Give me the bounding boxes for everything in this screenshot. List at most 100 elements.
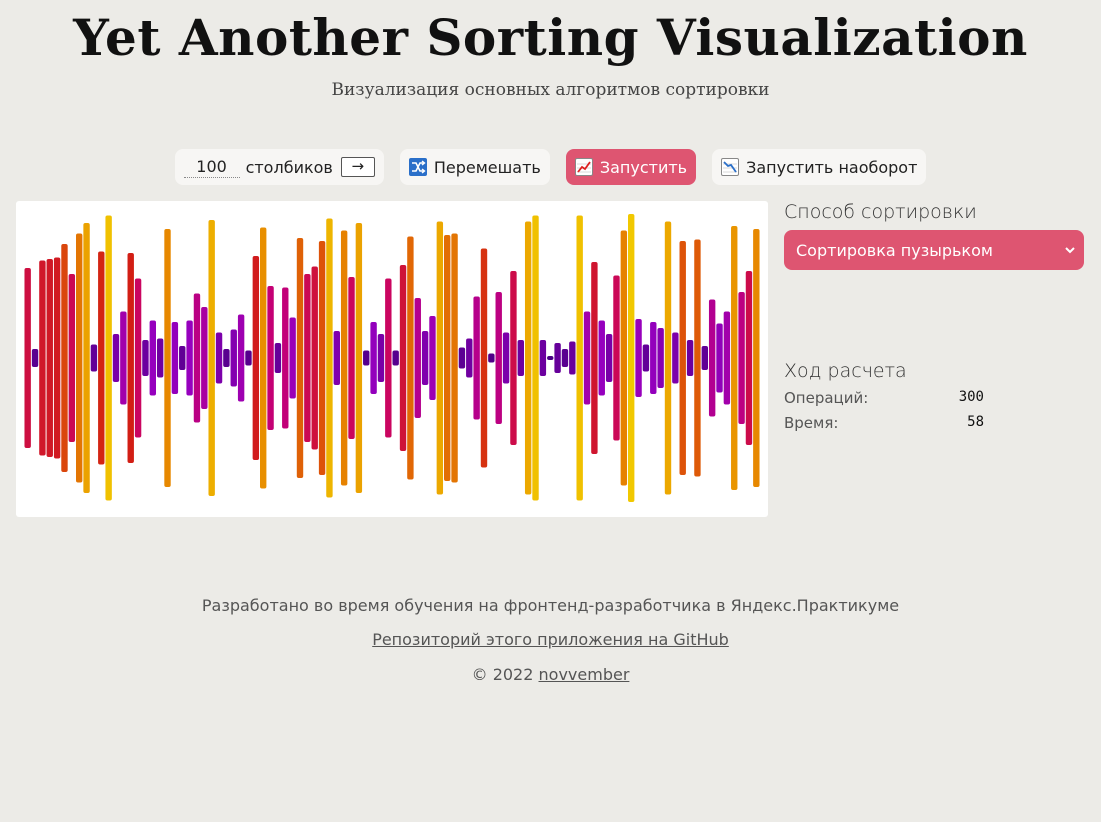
- sort-bar: [605, 334, 613, 382]
- author-link[interactable]: novvember: [538, 665, 630, 684]
- sort-bar: [642, 344, 650, 372]
- sort-bar: [694, 239, 701, 477]
- sort-bar: [186, 320, 193, 396]
- sort-bar: [510, 271, 517, 445]
- sort-bar: [24, 268, 31, 448]
- method-select-value: Сортировка пузырьком: [796, 240, 993, 260]
- sort-bar: [156, 338, 164, 378]
- page-subtitle: Визуализация основных алгоритмов сортиро…: [331, 80, 770, 100]
- sort-bar: [421, 331, 429, 385]
- sort-bar: [650, 322, 657, 394]
- sort-bar: [466, 338, 473, 378]
- sidebar: Способ сортировки Сортировка пузырьком Х…: [784, 201, 1084, 432]
- sort-bar: [68, 274, 76, 442]
- apply-count-button[interactable]: →: [340, 157, 375, 177]
- sort-bar: [738, 292, 745, 424]
- sort-bar: [289, 317, 296, 399]
- sort-bar: [480, 248, 488, 468]
- sort-bar: [46, 259, 53, 457]
- sort-bar: [76, 233, 83, 483]
- sort-bar: [517, 340, 524, 376]
- footer-dev-text: Разработано во время обучения на фронтен…: [201, 596, 900, 615]
- sort-bar: [193, 293, 201, 423]
- sort-bar: [61, 244, 68, 472]
- sort-bar: [120, 311, 127, 405]
- sort-bar: [237, 314, 245, 402]
- sort-bar: [731, 226, 738, 490]
- operations-label: Операций:: [784, 389, 869, 407]
- sort-bar: [363, 350, 370, 366]
- sort-bar: [149, 320, 156, 396]
- copyright-text: © 2022: [471, 665, 534, 684]
- sort-bar: [414, 298, 421, 418]
- shuffle-label: Перемешать: [433, 157, 541, 177]
- sort-bar: [370, 322, 377, 394]
- bar-count-input[interactable]: [183, 156, 240, 178]
- sort-bar: [98, 251, 105, 465]
- sort-bar: [524, 221, 532, 495]
- sort-bar: [318, 241, 326, 475]
- sort-bar: [83, 223, 90, 493]
- sort-bar: [613, 275, 620, 441]
- run-button[interactable]: Запустить: [565, 149, 697, 185]
- sort-bar: [547, 356, 554, 360]
- run-label: Запустить: [599, 157, 688, 177]
- sort-bar: [686, 340, 694, 376]
- shuffle-icon: [408, 158, 427, 176]
- sort-bar: [583, 311, 591, 405]
- sort-bar: [355, 223, 363, 493]
- sort-bar: [392, 350, 399, 366]
- sort-bar: [539, 340, 547, 376]
- sorting-canvas: [16, 201, 768, 517]
- sort-bar: [745, 271, 753, 445]
- operations-stat: Операций: 300: [784, 389, 984, 407]
- sort-bar: [208, 220, 215, 496]
- sort-bar: [679, 241, 686, 475]
- footer-copyright: © 2022 novvember: [0, 665, 1101, 684]
- sort-bar: [201, 307, 208, 409]
- sort-bar: [164, 229, 171, 487]
- sort-bar: [245, 350, 252, 366]
- run-reverse-label: Запустить наоборот: [746, 157, 918, 177]
- sort-bar: [296, 238, 304, 478]
- sort-bar: [171, 322, 179, 394]
- chevron-down-icon: [1065, 247, 1075, 254]
- toolbar: столбиков → Перемешать Запустить Запусти…: [0, 149, 1101, 185]
- chart-increasing-icon: [574, 158, 593, 176]
- sort-bar: [348, 277, 355, 439]
- operations-value: 300: [958, 389, 984, 405]
- sort-bar: [561, 349, 569, 367]
- sort-bar: [333, 331, 340, 385]
- progress-heading: Ход расчета: [784, 360, 907, 382]
- sort-bar: [105, 215, 112, 501]
- sort-bar: [223, 349, 230, 367]
- sort-bar: [436, 221, 444, 495]
- shuffle-button[interactable]: Перемешать: [399, 149, 550, 185]
- sort-bar: [134, 278, 142, 438]
- repo-link[interactable]: Репозиторий этого приложения на GitHub: [372, 630, 729, 649]
- run-reverse-button[interactable]: Запустить наоборот: [712, 149, 927, 185]
- sort-bar: [39, 260, 46, 456]
- page-title: Yet Another Sorting Visualization: [73, 8, 1028, 67]
- sort-bar: [407, 236, 414, 480]
- sort-bar: [635, 319, 642, 397]
- sort-bar: [444, 235, 451, 481]
- sort-bar: [385, 278, 392, 438]
- sort-bar: [31, 349, 39, 367]
- sort-bar: [495, 292, 502, 424]
- sort-bar: [701, 346, 708, 370]
- sort-bar: [377, 334, 385, 382]
- sort-bar: [127, 253, 134, 463]
- sort-bar: [267, 286, 274, 430]
- sort-bar: [488, 353, 495, 363]
- sort-bar: [252, 256, 260, 460]
- sort-bar: [142, 340, 149, 376]
- method-select[interactable]: Сортировка пузырьком: [784, 230, 1084, 270]
- sort-bar: [399, 265, 407, 451]
- chart-decreasing-icon: [721, 158, 740, 176]
- sort-bar: [532, 215, 539, 501]
- sort-bar: [569, 341, 576, 375]
- sort-bar: [664, 221, 672, 495]
- sort-bar: [753, 229, 760, 487]
- sort-bar: [502, 332, 510, 384]
